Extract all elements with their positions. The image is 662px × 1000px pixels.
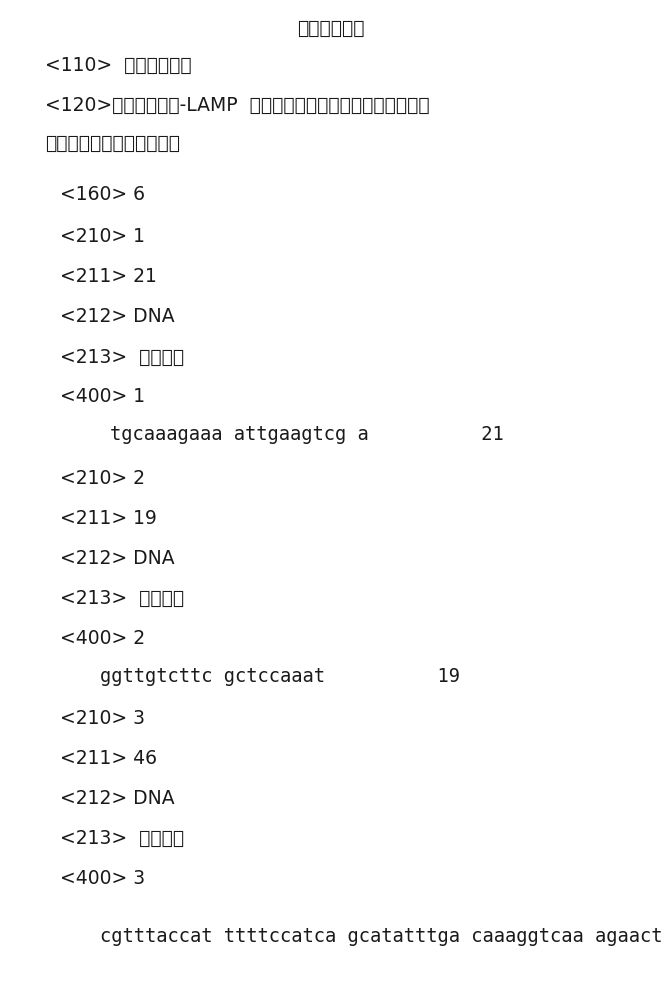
- Text: <400> 1: <400> 1: [60, 387, 145, 406]
- Text: <211> 46: <211> 46: [60, 748, 157, 768]
- Text: <211> 19: <211> 19: [60, 508, 157, 528]
- Text: <400> 2: <400> 2: [60, 629, 145, 648]
- Text: <110>  陕西科技大学: <110> 陕西科技大学: [45, 55, 191, 75]
- Text: <210> 2: <210> 2: [60, 468, 145, 488]
- Text: <210> 3: <210> 3: [60, 708, 145, 728]
- Text: <160> 6: <160> 6: [60, 186, 145, 205]
- Text: <213>  人工合成: <213> 人工合成: [60, 588, 184, 607]
- Text: <213>  人工合成: <213> 人工合成: [60, 828, 184, 848]
- Text: <400> 3: <400> 3: [60, 868, 145, 888]
- Text: <213>  人工合成: <213> 人工合成: [60, 348, 184, 366]
- Text: <210> 1: <210> 1: [60, 228, 145, 246]
- Text: tgcaaagaaa attgaagtcg a          21: tgcaaagaaa attgaagtcg a 21: [110, 426, 504, 444]
- Text: ggttgtcttc gctccaaat          19: ggttgtcttc gctccaaat 19: [100, 666, 460, 686]
- Text: <212> DNA: <212> DNA: [60, 548, 175, 568]
- Text: <211> 21: <211> 21: [60, 267, 157, 286]
- Text: 肠杆菌基因的试剂盒及方法: 肠杆菌基因的试剂盒及方法: [45, 133, 180, 152]
- Text: 核苷酸序列表: 核苷酸序列表: [297, 18, 365, 37]
- Text: <212> DNA: <212> DNA: [60, 788, 175, 808]
- Text: <120>双重分子信标-LAMP  法同时检测金黄色葡萄球菌基因和大: <120>双重分子信标-LAMP 法同时检测金黄色葡萄球菌基因和大: [45, 96, 430, 114]
- Text: <212> DNA: <212> DNA: [60, 308, 175, 326]
- Text: cgtttaccat ttttccatca gcatatttga caaaggtcaa agaact          46: cgtttaccat ttttccatca gcatatttga caaaggt…: [100, 926, 662, 946]
